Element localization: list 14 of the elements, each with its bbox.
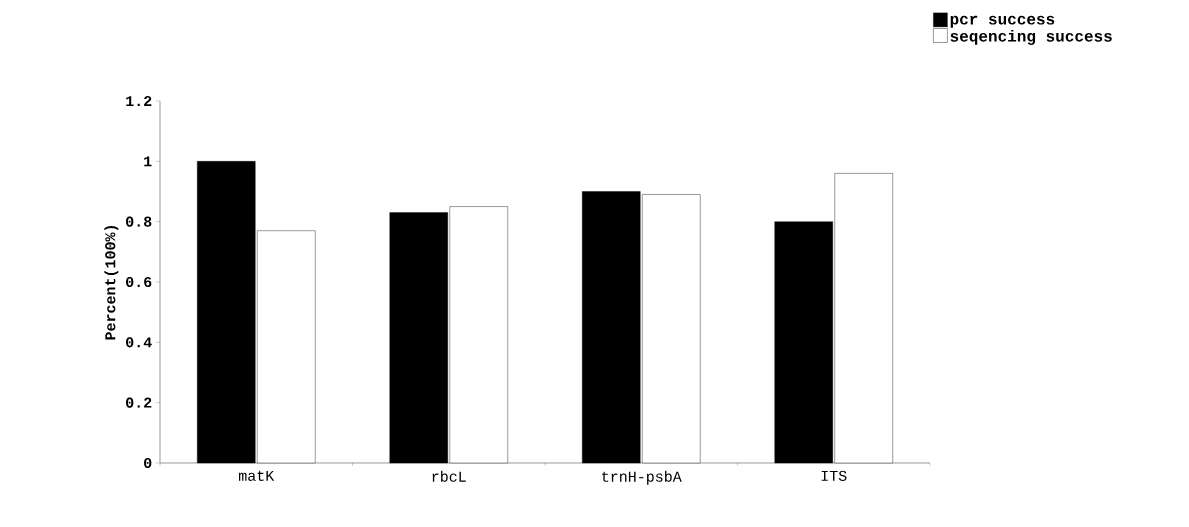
legend-label: pcr success [950,15,1055,28]
y-axis-title: Percent(100%) [104,226,119,340]
x-tick-label: matK [238,470,275,481]
y-tick-label: 0.8 [126,216,152,227]
x-tick-label: trnH-psbA [602,470,682,485]
x-tick-label: rbcL [432,470,466,482]
x-tick-label: ITS [821,470,847,481]
y-tick-label: 0.6 [126,276,152,288]
y-tick-label: 0.2 [126,397,152,408]
y-tick-label: 1.2 [126,95,152,107]
y-tick-label: 0 [144,457,152,469]
legend-label: seqencing success [950,29,1112,45]
y-tick-label: 1 [144,156,152,167]
y-tick-label: 0.4 [126,337,152,348]
